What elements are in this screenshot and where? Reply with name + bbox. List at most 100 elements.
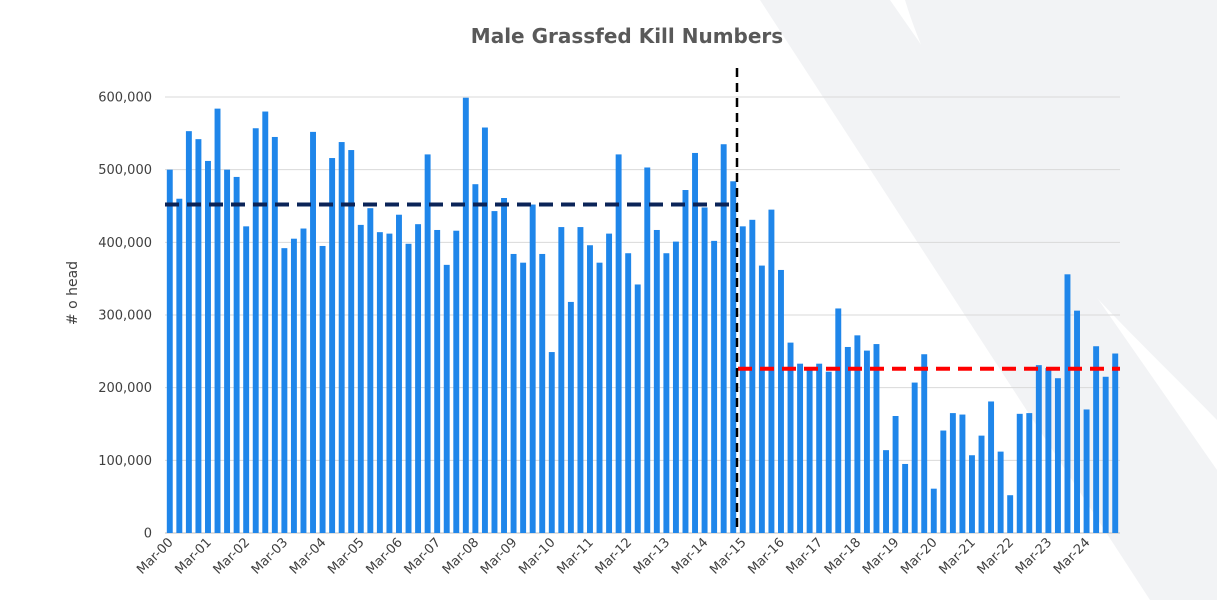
bar (758, 265, 765, 533)
x-tick-label: Mar-10 (516, 535, 558, 577)
bar (243, 226, 250, 533)
x-tick-label: Mar-11 (554, 535, 596, 577)
bar (224, 169, 231, 533)
x-tick-label: Mar-14 (669, 535, 711, 577)
bar (501, 198, 507, 534)
x-tick-label: Mar-23 (1013, 535, 1055, 577)
bar (453, 230, 460, 533)
bar (529, 204, 536, 533)
bar (711, 240, 718, 533)
x-tick-label: Mar-20 (898, 535, 940, 577)
bar (911, 382, 918, 533)
x-tick-label: Mar-02 (211, 535, 253, 577)
x-tick-label: Mar-15 (707, 535, 749, 577)
bar (949, 413, 956, 533)
bar (376, 232, 383, 533)
bar (1093, 346, 1100, 533)
bar (520, 262, 527, 533)
bar (663, 253, 670, 533)
x-tick-label: Mar-18 (822, 535, 864, 577)
bar (424, 154, 431, 533)
x-tick-label: Mar-09 (478, 535, 520, 577)
bar (577, 227, 584, 533)
bar (653, 229, 660, 534)
y-axis-ticks: 0 100,000 200,000 300,000 400,000 500,000 600,… (98, 91, 152, 542)
bar (873, 344, 880, 533)
bar (921, 354, 928, 533)
bar (959, 414, 966, 533)
bar (539, 253, 546, 533)
bar (1054, 378, 1061, 533)
bar (863, 350, 870, 533)
bar (854, 335, 861, 533)
bar (1016, 413, 1023, 533)
bar (310, 131, 316, 533)
bar (567, 301, 574, 533)
x-tick-label: Mar-12 (593, 535, 635, 577)
bar (1007, 495, 1014, 533)
bar (587, 245, 593, 534)
bar (319, 245, 326, 533)
bar (806, 368, 813, 533)
bar (930, 488, 937, 533)
bar (166, 169, 173, 533)
y-tick-label: 200,000 (98, 381, 152, 396)
bar (252, 128, 259, 533)
bar (195, 139, 202, 533)
y-tick-label: 300,000 (98, 309, 152, 324)
bar (825, 371, 832, 533)
bar (1026, 413, 1033, 533)
bar (396, 214, 402, 533)
bar (596, 262, 603, 533)
x-tick-label: Mar-01 (172, 535, 214, 577)
bar (386, 233, 393, 533)
bar (978, 435, 985, 533)
bar (271, 136, 278, 533)
bar (300, 228, 307, 533)
y-tick-label: 400,000 (98, 236, 152, 251)
x-tick-label: Mar-04 (287, 535, 329, 577)
y-tick-label: 600,000 (98, 91, 152, 106)
bar (615, 154, 622, 533)
bar (491, 211, 498, 533)
bar (902, 463, 909, 533)
x-tick-label: Mar-19 (860, 535, 902, 577)
x-tick-label: Mar-06 (363, 535, 405, 577)
bar (940, 430, 947, 533)
bar (778, 269, 784, 533)
bar (185, 131, 192, 534)
bar (835, 308, 842, 533)
bar (329, 158, 336, 534)
bar (749, 219, 756, 533)
x-tick-label: Mar-05 (325, 535, 367, 577)
bar (883, 450, 889, 533)
bar (1035, 365, 1042, 533)
x-tick-label: Mar-13 (631, 535, 673, 577)
x-axis-ticks: Mar-00Mar-01Mar-02Mar-03Mar-04Mar-05Mar-… (134, 535, 1093, 577)
bar (701, 207, 708, 533)
bar (969, 455, 975, 533)
y-tick-label: 100,000 (98, 454, 152, 469)
bar (682, 190, 689, 533)
bar (415, 224, 422, 533)
x-tick-label: Mar-21 (936, 535, 978, 577)
bar (443, 264, 450, 533)
x-tick-label: Mar-07 (402, 535, 444, 577)
x-tick-label: Mar-00 (134, 535, 176, 577)
bar (739, 226, 746, 533)
bar (797, 363, 804, 533)
bar (1083, 409, 1090, 533)
y-axis-label: # o head (65, 261, 81, 325)
bar (720, 144, 727, 533)
bar (672, 241, 679, 533)
bar (892, 416, 899, 533)
bar (290, 238, 297, 533)
bar (730, 181, 737, 533)
bar (338, 142, 345, 533)
bar (510, 253, 517, 533)
bar (176, 198, 183, 533)
bar (634, 284, 641, 533)
bars (166, 97, 1119, 534)
average-lines (165, 68, 1120, 533)
